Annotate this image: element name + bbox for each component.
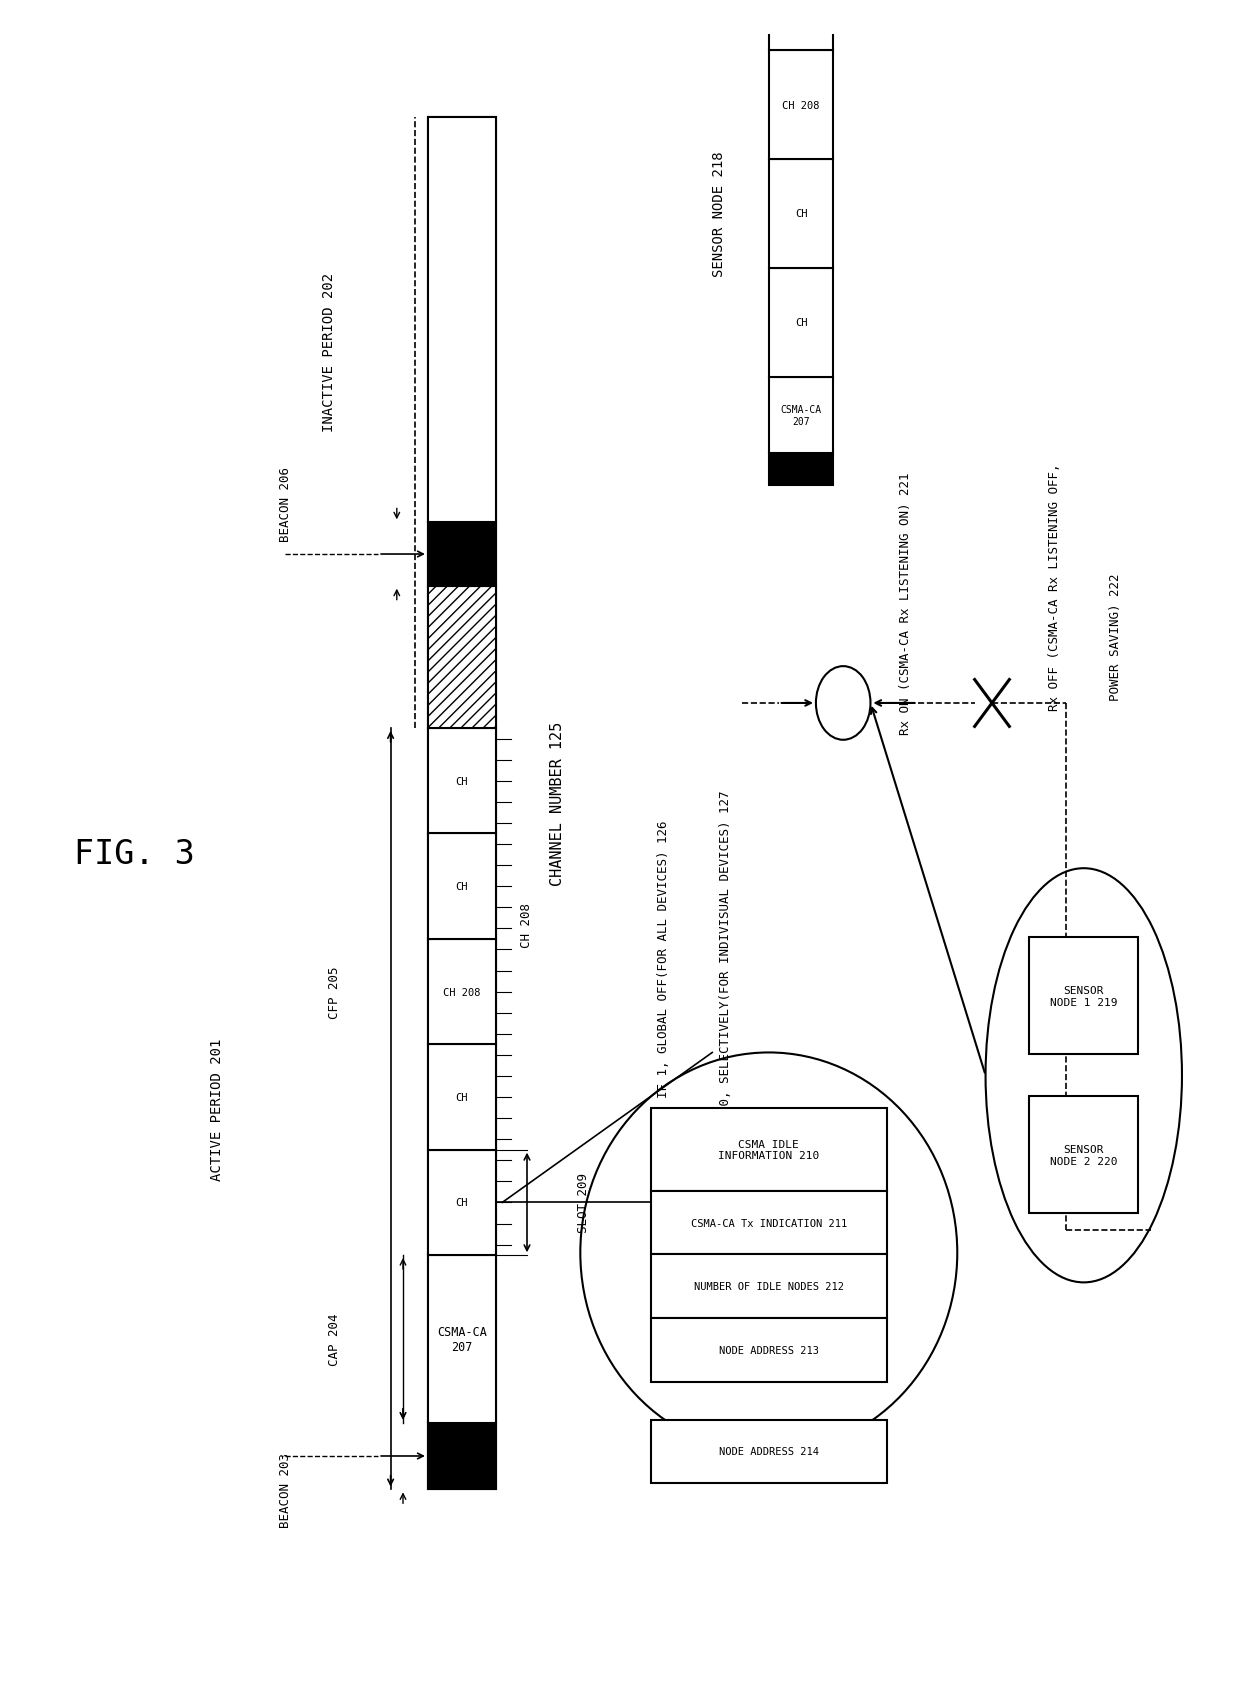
Bar [428, 587, 496, 729]
Text: BEACON 203: BEACON 203 [279, 1453, 291, 1528]
Text: CSMA-CA Tx INDICATION 211: CSMA-CA Tx INDICATION 211 [691, 1217, 847, 1227]
Text: SENSOR
NODE 1 219: SENSOR NODE 1 219 [1050, 985, 1117, 1007]
Text: SLOT 209: SLOT 209 [577, 1173, 589, 1232]
Bar [769, 160, 833, 268]
Bar [769, 268, 833, 377]
Text: CH 208: CH 208 [521, 903, 533, 947]
Text: SENSOR NODE 218: SENSOR NODE 218 [712, 152, 727, 277]
Text: NUMBER OF IDLE NODES 212: NUMBER OF IDLE NODES 212 [694, 1282, 843, 1292]
Bar [428, 1422, 496, 1490]
Bar [1029, 937, 1138, 1055]
Text: CH: CH [795, 0, 807, 2]
Bar [769, 51, 833, 160]
Text: CSMA IDLE
INFORMATION 210: CSMA IDLE INFORMATION 210 [718, 1139, 820, 1161]
Text: CFP 205: CFP 205 [329, 966, 341, 1019]
Text: CH 208: CH 208 [782, 101, 820, 111]
Text: NODE ADDRESS 214: NODE ADDRESS 214 [719, 1446, 818, 1456]
Text: CH: CH [795, 318, 807, 328]
Text: CH: CH [455, 777, 469, 787]
Bar [428, 118, 496, 522]
Text: Rx OFF (CSMA-CA Rx LISTENING OFF,: Rx OFF (CSMA-CA Rx LISTENING OFF, [1048, 463, 1060, 710]
Bar [769, 0, 833, 51]
Bar [428, 522, 496, 587]
Text: CAP 204: CAP 204 [329, 1313, 341, 1366]
Text: CH 208: CH 208 [443, 987, 481, 997]
Bar [651, 1255, 887, 1318]
Text: IF 0, SELECTIVELY(FOR INDIVISUAL DEVICES) 127: IF 0, SELECTIVELY(FOR INDIVISUAL DEVICES… [719, 790, 732, 1127]
Text: IF 1, GLOBAL OFF(FOR ALL DEVICES) 126: IF 1, GLOBAL OFF(FOR ALL DEVICES) 126 [657, 819, 670, 1098]
Text: ACTIVE PERIOD 201: ACTIVE PERIOD 201 [210, 1038, 224, 1180]
Text: CH: CH [455, 883, 469, 891]
Text: NODE ADDRESS 213: NODE ADDRESS 213 [719, 1345, 818, 1355]
Text: POWER SAVING) 222: POWER SAVING) 222 [1110, 574, 1122, 700]
Text: CH: CH [455, 1198, 469, 1209]
Bar [428, 1255, 496, 1422]
Text: INACTIVE PERIOD 202: INACTIVE PERIOD 202 [321, 273, 336, 432]
Bar [651, 1420, 887, 1483]
Bar [428, 835, 496, 939]
Bar [651, 1191, 887, 1255]
Bar [428, 939, 496, 1045]
Bar [651, 1318, 887, 1381]
Bar [428, 1045, 496, 1151]
Text: BEACON 206: BEACON 206 [279, 468, 291, 543]
Bar [651, 1108, 887, 1191]
Text: CH: CH [795, 210, 807, 220]
Bar [428, 729, 496, 835]
Text: FIG. 3: FIG. 3 [74, 838, 195, 871]
Text: Rx ON (CSMA-CA Rx LISTENING ON) 221: Rx ON (CSMA-CA Rx LISTENING ON) 221 [899, 473, 911, 734]
Bar [428, 118, 496, 1490]
Text: CHANNEL NUMBER 125: CHANNEL NUMBER 125 [551, 722, 565, 886]
Bar [769, 377, 833, 454]
Text: CSMA-CA
207: CSMA-CA 207 [780, 405, 822, 427]
Text: CH: CH [455, 1092, 469, 1103]
Text: SENSOR
NODE 2 220: SENSOR NODE 2 220 [1050, 1144, 1117, 1166]
Bar [1029, 1096, 1138, 1214]
Bar [428, 1151, 496, 1255]
Bar [769, 454, 833, 486]
Text: CSMA-CA
207: CSMA-CA 207 [436, 1325, 487, 1354]
